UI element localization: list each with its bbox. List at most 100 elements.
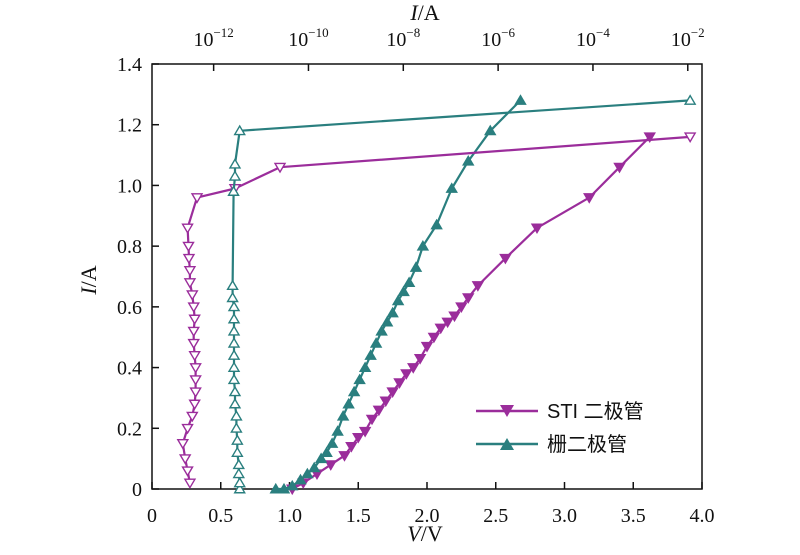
data-point [420,341,434,353]
data-point [227,185,240,196]
data-point [188,399,201,411]
y-tick-label: 1.4 [117,54,142,76]
data-point [190,193,204,204]
data-point [183,478,197,490]
data-point [227,325,241,336]
data-point [407,363,420,374]
plot-frame [151,63,703,490]
x-top-tick-base: 10 [576,29,596,51]
data-point [331,425,344,436]
x-bottom-tick-label: 3.0 [552,505,577,527]
data-point [445,182,458,193]
x-top-tick-exponent: −6 [501,25,515,40]
data-point [226,279,239,291]
x-top-tick-base: 10 [288,29,308,51]
y-tick-label: 0.4 [117,358,142,380]
top-axis-title-var: I [409,0,419,25]
y-tick-label: 0.2 [117,418,142,440]
data-point [188,350,201,362]
x-top-tick-base: 10 [193,29,213,51]
data-point [178,454,192,465]
data-point [286,479,299,491]
x-bottom-tick-label: 0.5 [208,505,233,527]
data-point [314,452,328,464]
x-top-tick-exponent: −2 [691,25,705,40]
data-point [613,162,626,174]
data-point [230,422,243,433]
data-point [358,426,372,438]
data-point [342,397,355,409]
data-point [187,302,200,313]
bottom-axis-title-unit: /V [421,521,443,546]
data-point [176,439,190,450]
data-point [227,337,241,348]
data-point [471,281,485,292]
data-point [369,337,383,348]
data-point [455,302,468,313]
data-point [352,432,365,444]
legend-item-sti-diode: STI 二极管 [476,400,644,423]
x-top-tick-label: 10−6 [481,25,515,51]
data-point [308,461,321,473]
data-point [345,442,358,453]
data-point [643,132,656,143]
legend-marker-gate-diode [500,438,514,450]
data-point [462,155,475,166]
data-point [301,467,314,479]
data-point [391,294,405,306]
y-tick-label: 1.0 [117,175,142,197]
data-point [227,349,241,360]
series-1 [269,94,527,494]
data-point [233,476,246,488]
x-bottom-tick-label: 4.0 [690,505,715,527]
data-point [182,253,196,265]
x-top-tick-label: 10−12 [193,25,233,51]
data-point [530,223,544,235]
data-point [434,323,447,335]
x-bottom-tick-label: 1.5 [346,505,371,527]
plot-area: 0 0.5 1.0 1.5 2.0 2.5 3.0 3.5 4.010−12 10−10 10−8 1… [117,25,715,527]
data-point [413,354,427,365]
x-bottom-tick-label: 2.0 [415,505,440,527]
data-point [365,414,379,426]
data-point [397,285,410,297]
data-point [364,349,377,360]
data-point [228,397,242,409]
y-tick-label: 1.2 [117,115,142,137]
data-point [448,311,461,323]
data-point [232,467,245,479]
data-point [583,193,596,204]
data-point [358,361,372,373]
y-axis-title-var: I [76,286,101,296]
data-point [189,387,202,398]
data-point [186,290,199,301]
series-2 [176,132,697,490]
bottom-axis-title-var: V [407,521,423,546]
y-axis-title: I/A [76,265,101,295]
top-axis-title-unit: /A [418,0,440,25]
data-point [187,338,200,350]
series-3 [226,94,697,494]
x-top-tick-exponent: −12 [213,25,233,40]
x-top-tick-exponent: −4 [596,25,610,40]
data-point [230,410,243,421]
data-point [269,482,282,494]
legend-marker-sti-diode [500,405,514,417]
bottom-axis-title: V/V [407,521,443,546]
legend-label-gate-diode: 栅二极管 [547,433,627,456]
x-top-tick-base: 10 [671,29,691,51]
data-point [380,315,394,327]
x-bottom-tick-label: 2.5 [483,505,508,527]
data-point [228,385,242,397]
data-point [402,276,416,288]
data-point [379,396,392,408]
x-top-tick-base: 10 [386,29,406,51]
data-point [228,158,242,169]
data-point [375,325,388,336]
data-point [233,482,246,494]
data-point [183,265,197,277]
data-point [181,423,194,435]
data-point [227,312,241,324]
data-point [227,373,241,385]
